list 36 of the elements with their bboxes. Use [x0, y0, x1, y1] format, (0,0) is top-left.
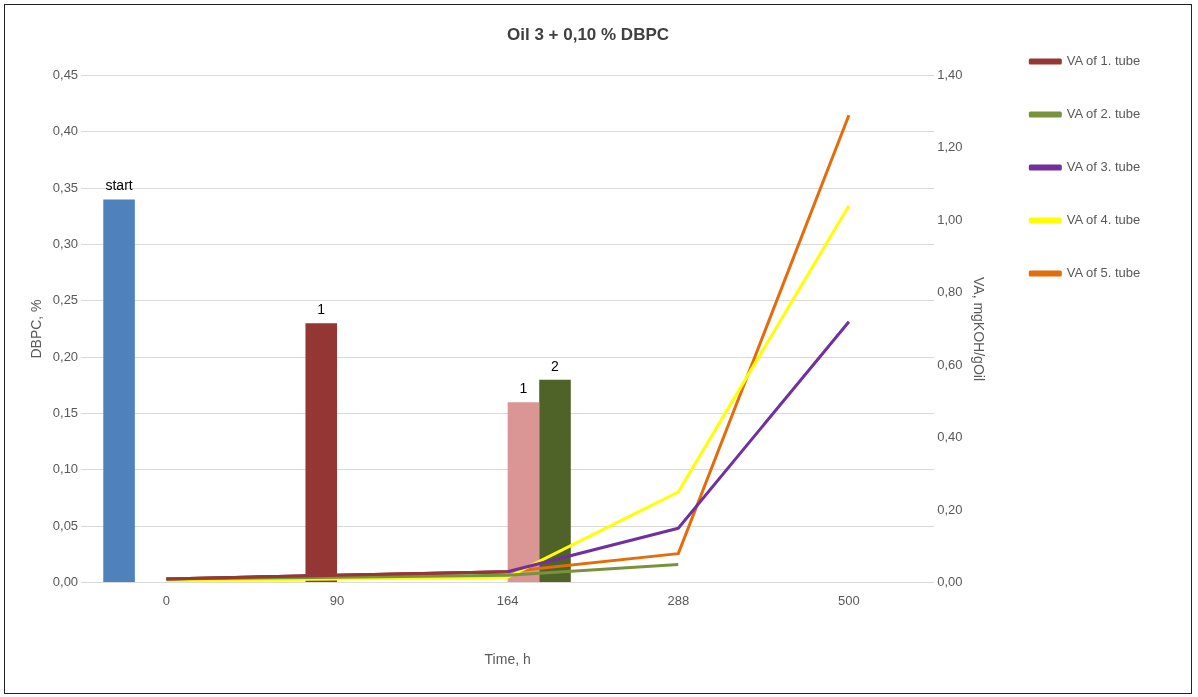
y-tick-label: 0,40	[52, 123, 79, 139]
y-tick-label: 0,25	[52, 292, 79, 308]
annotation: 1	[519, 380, 528, 397]
x-axis-title: Time, h	[484, 651, 531, 668]
x-tick-label: 164	[496, 592, 519, 608]
y-tick-label: 0,10	[52, 461, 79, 477]
chart-title: Oil 3 + 0,10 % DBPC	[506, 24, 670, 44]
y2-tick-label: 0,80	[937, 284, 963, 300]
y-tick-label: 0,20	[52, 348, 79, 364]
y2-tick-label: 1,00	[937, 211, 963, 227]
y2-tick-label: 0,20	[937, 501, 963, 517]
y2-axis-title: VA, mgKOH/gOil	[971, 277, 988, 381]
y2-tick-label: 0,40	[937, 429, 963, 445]
legend-label: VA of 3. tube	[1066, 159, 1141, 175]
legend-label: VA of 4. tube	[1066, 212, 1141, 228]
legend-label: VA of 2. tube	[1066, 106, 1141, 122]
y-tick-label: 0,45	[52, 66, 79, 82]
y-tick-label: 0,35	[52, 179, 79, 195]
x-tick-label: 500	[838, 592, 860, 608]
y-axis-title: DBPC, %	[28, 299, 45, 359]
y-tick-label: 0,00	[52, 574, 79, 590]
annotation: 1	[317, 301, 326, 318]
x-tick-label: 90	[329, 592, 345, 608]
y2-tick-label: 1,40	[937, 66, 963, 82]
annotation: 2	[551, 357, 560, 374]
y-tick-label: 0,15	[52, 405, 79, 421]
annotation: start	[105, 177, 133, 194]
y2-tick-label: 1,20	[937, 139, 963, 155]
x-tick-label: 0	[162, 592, 171, 608]
legend-label: VA of 5. tube	[1066, 265, 1141, 281]
y-tick-label: 0,30	[52, 236, 79, 252]
y2-tick-label: 0,60	[937, 356, 963, 372]
y-tick-label: 0,05	[52, 517, 79, 533]
y2-tick-label: 0,00	[937, 574, 963, 590]
legend-label: VA of 1. tube	[1066, 53, 1141, 69]
x-tick-label: 288	[667, 592, 690, 608]
